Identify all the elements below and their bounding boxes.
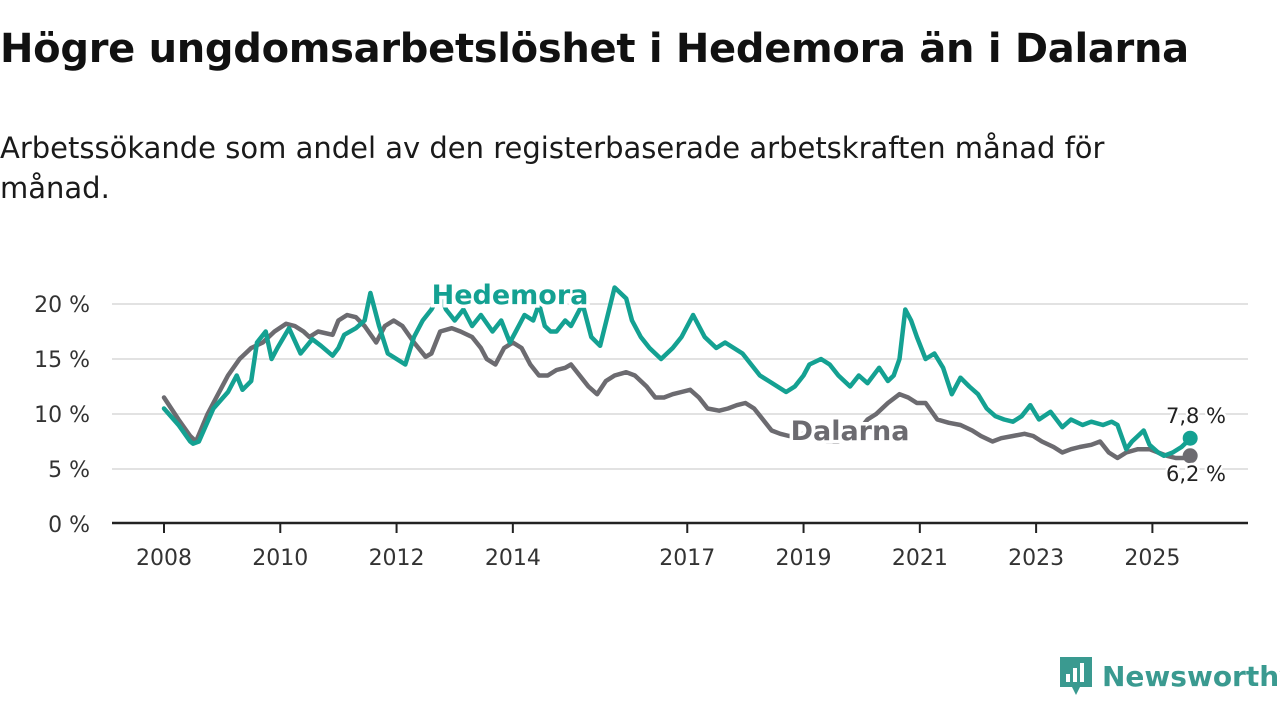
end-value-label-hedemora: 7,8 % xyxy=(1166,404,1226,428)
series-labels: Hedemora Dalarna 7,8 % 6,2 % xyxy=(428,277,1228,489)
x-tick-label: 2014 xyxy=(485,546,541,571)
x-tick-label: 2025 xyxy=(1124,546,1180,571)
x-tick-label: 2023 xyxy=(1008,546,1064,571)
y-tick-label: 0 % xyxy=(48,513,90,538)
chart-title: Högre ungdomsarbetslöshet i Hedemora än … xyxy=(0,26,1189,72)
x-tick-label: 2008 xyxy=(136,546,192,571)
y-tick-label: 5 % xyxy=(48,458,90,483)
x-axis-labels: 2008 2010 2012 2014 2017 2019 2021 2023 2025 xyxy=(136,546,1180,571)
newsworthy-logo: Newsworthy xyxy=(1058,655,1280,697)
series-name-label-hedemora: Hedemora xyxy=(432,280,589,311)
series-line-dalarna xyxy=(161,312,1193,461)
newsworthy-logo-icon xyxy=(1060,657,1092,695)
y-tick-label: 15 % xyxy=(34,348,90,373)
x-tick-label: 2012 xyxy=(369,546,425,571)
x-tick-label: 2019 xyxy=(776,546,832,571)
series-lines xyxy=(161,285,1198,464)
brand-name: Newsworthy xyxy=(1102,659,1280,693)
end-value-label-dalarna: 6,2 % xyxy=(1166,462,1226,486)
x-tick-label: 2017 xyxy=(659,546,715,571)
y-tick-label: 10 % xyxy=(34,403,90,428)
chart-subtitle: Arbetssökande som andel av den registerb… xyxy=(0,131,1105,205)
x-tick-label: 2021 xyxy=(892,546,948,571)
x-tick-label: 2010 xyxy=(252,546,308,571)
x-axis-ticks xyxy=(163,523,1154,533)
gridlines xyxy=(112,303,1248,470)
end-point-dalarna xyxy=(1182,448,1198,464)
y-tick-label: 20 % xyxy=(34,293,90,318)
end-point-hedemora xyxy=(1182,430,1198,446)
y-axis-labels: 0 % 5 % 10 % 15 % 20 % xyxy=(34,293,90,538)
series-name-label-dalarna: Dalarna xyxy=(791,416,910,447)
series-line-hedemora xyxy=(161,285,1193,459)
